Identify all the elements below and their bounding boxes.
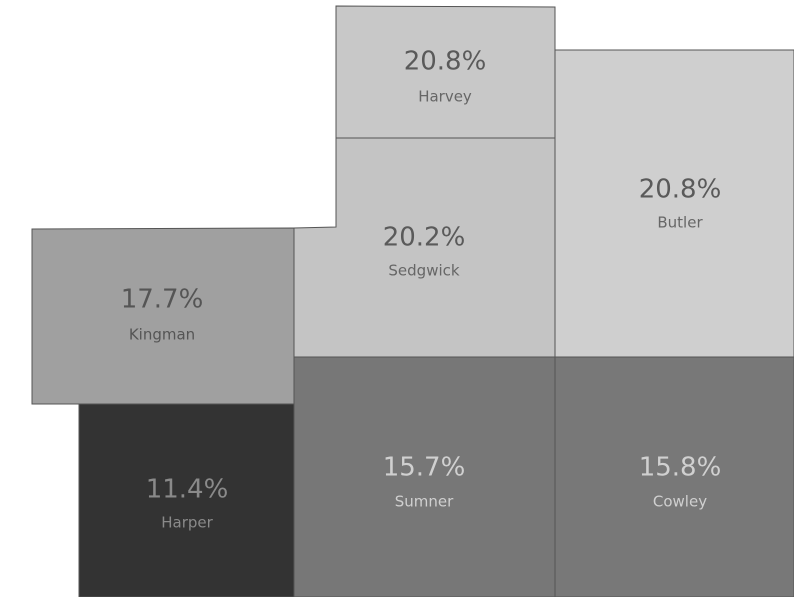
county-region [554, 49, 794, 358]
value-label: 11.4% [146, 475, 229, 505]
county-region [554, 356, 794, 597]
value-label: 20.2% [383, 223, 466, 253]
value-label: 20.8% [639, 175, 722, 205]
county-name: Sedgwick [388, 262, 459, 280]
county-name: Harper [161, 514, 213, 532]
county-name: Harvey [418, 88, 472, 106]
county-region [293, 356, 556, 597]
value-label: 20.8% [404, 47, 487, 77]
county-region [31, 227, 295, 405]
value-label: 17.7% [121, 285, 204, 315]
county-name: Cowley [653, 493, 707, 511]
county-name: Kingman [129, 326, 195, 344]
county-region [78, 403, 295, 597]
value-label: 15.7% [383, 453, 466, 483]
county-name: Sumner [395, 493, 454, 511]
value-label: 15.8% [639, 453, 722, 483]
county-name: Butler [657, 214, 703, 232]
